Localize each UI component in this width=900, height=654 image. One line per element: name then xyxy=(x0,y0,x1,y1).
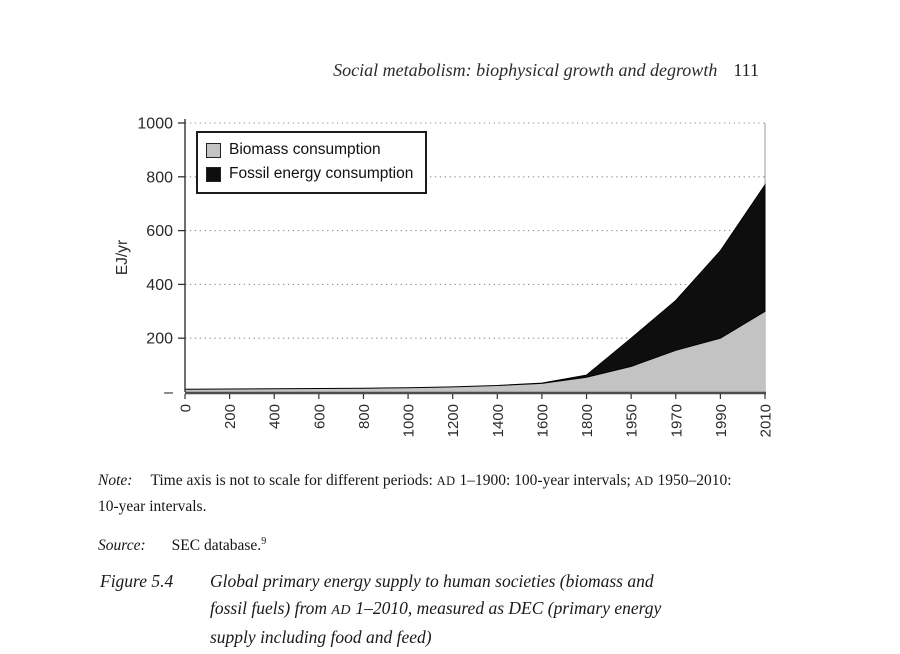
x-tick-label-1990: 1990 xyxy=(713,404,730,437)
source-footnote-marker: 9 xyxy=(261,535,267,547)
stacked-area-chart: 200 400 600 800 1000 –0 200 400 600 800 1000 1200 14… xyxy=(114,116,775,438)
x-tick-label-1000: 1000 xyxy=(401,404,418,437)
y-tick-label-800: 800 xyxy=(146,169,173,186)
legend-label-biomass: Biomass consumption xyxy=(229,141,381,158)
biomass-area xyxy=(185,311,765,392)
y-tick-label-400: 400 xyxy=(146,277,173,294)
legend-label-fossil: Fossil energy consumption xyxy=(229,165,414,182)
page-number: 111 xyxy=(733,60,759,80)
x-tick-label-1800: 1800 xyxy=(579,404,596,437)
y-tick-label-1000: 1000 xyxy=(137,116,173,133)
caption-seg-2: 1–2010, measured as DEC (primary energy … xyxy=(210,598,662,647)
x-tick-label-800: 800 xyxy=(356,404,373,429)
figure-note: Note: Time axis is not to scale for diffe… xyxy=(98,468,746,519)
running-title: Social metabolism: biophysical growth an… xyxy=(333,60,718,80)
x-tick-label-0: 0 xyxy=(178,404,195,412)
legend-item-fossil: Fossil energy consumption xyxy=(206,162,413,186)
figure-chart-area: 200 400 600 800 1000 –0 200 400 600 800 1000 1200 14… xyxy=(110,113,800,458)
y-tick-label-600: 600 xyxy=(146,223,173,240)
running-header: Social metabolism: biophysical growth an… xyxy=(333,60,759,81)
note-text-3: 1950–2010: 10-year intervals. xyxy=(98,471,732,515)
x-tick-label-1400: 1400 xyxy=(490,404,507,437)
note-ad-2: AD xyxy=(634,473,654,488)
note-text: Time axis is not to scale for different … xyxy=(150,471,437,489)
figure-caption-label: Figure 5.4 xyxy=(100,571,174,591)
y-tick-label-zero: – xyxy=(164,384,173,401)
fossil-swatch-icon xyxy=(206,166,221,182)
fossil-area xyxy=(184,183,766,390)
figure-caption-text: Global primary energy supply to human so… xyxy=(210,568,692,651)
source-text: SEC database. xyxy=(171,536,262,554)
caption-seg-1: Global primary energy supply to human so… xyxy=(210,571,654,618)
y-tick-label-200: 200 xyxy=(146,331,173,348)
figure-caption: Figure 5.4 Global primary energy supply … xyxy=(100,568,692,651)
x-tick-label-200: 200 xyxy=(222,404,239,429)
x-tick-label-400: 400 xyxy=(267,404,284,429)
figure-source: Source: SEC database.9 xyxy=(98,536,598,555)
x-tick-label-1950: 1950 xyxy=(624,404,641,437)
note-text-2: 1–1900: 100-year intervals; xyxy=(455,471,635,489)
caption-ad: AD xyxy=(331,603,352,618)
source-label: Source: xyxy=(98,536,146,554)
x-tick-label-1600: 1600 xyxy=(534,404,551,437)
note-ad-1: AD xyxy=(436,473,456,488)
biomass-swatch-icon xyxy=(206,142,221,158)
x-tick-label-1200: 1200 xyxy=(445,404,462,437)
note-label: Note: xyxy=(98,471,133,489)
x-tick-label-2010: 2010 xyxy=(758,404,775,437)
legend-item-biomass: Biomass consumption xyxy=(206,138,413,162)
chart-legend: Biomass consumption Fossil energy consum… xyxy=(196,131,428,194)
x-tick-label-600: 600 xyxy=(311,404,328,429)
x-tick-label-1970: 1970 xyxy=(668,404,685,437)
y-axis-label: EJ/yr xyxy=(114,240,131,275)
